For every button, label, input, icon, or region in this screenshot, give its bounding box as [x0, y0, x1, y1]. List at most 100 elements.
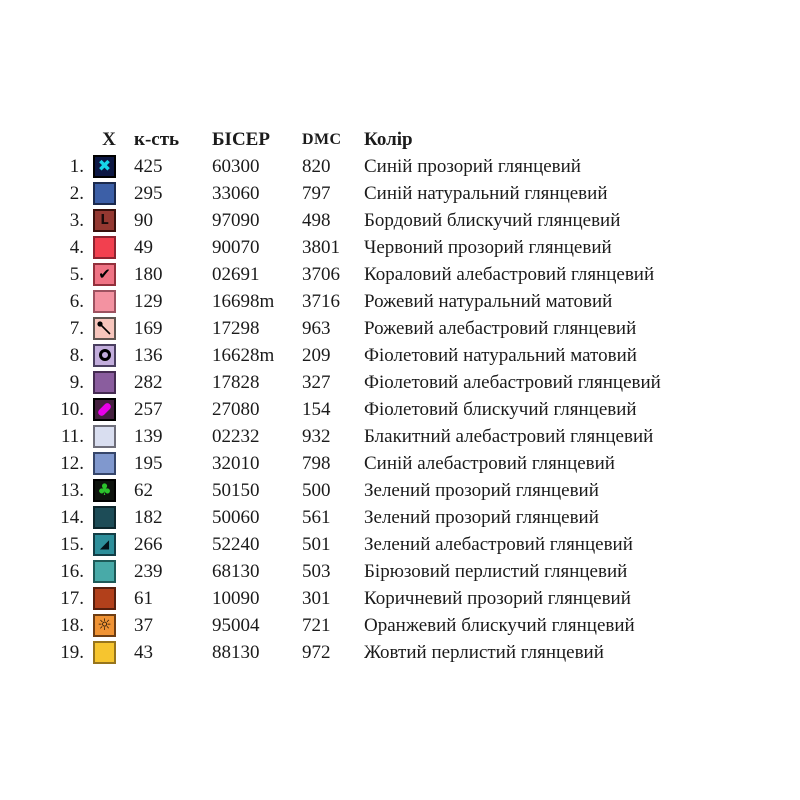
- color-name: Рожевий натуральний матовий: [364, 291, 613, 312]
- dmc-code: 501: [302, 534, 331, 555]
- count-value: 180: [134, 264, 163, 285]
- row-number: 6.: [69, 291, 84, 312]
- count-value: 129: [134, 291, 163, 312]
- color-name: Бордовий блискучий глянцевий: [364, 210, 621, 231]
- count-value: 62: [134, 480, 153, 501]
- color-name: Синій натуральний глянцевий: [364, 183, 608, 204]
- color-swatch: [93, 316, 116, 340]
- col-header-symbol: X: [102, 129, 116, 150]
- table-row: 4. 49 90070 3801 Червоний прозорий глянц…: [56, 234, 764, 261]
- color-swatch: [93, 451, 116, 475]
- table-row: 13. ♣ 62 50150 500 Зелений прозорий глян…: [56, 477, 764, 504]
- dmc-code: 154: [302, 399, 331, 420]
- clover-icon: ♣: [97, 480, 112, 500]
- row-number: 14.: [60, 507, 84, 528]
- table-row: 14. 182 50060 561 Зелений прозорий глянц…: [56, 504, 764, 531]
- count-value: 43: [134, 642, 153, 663]
- bead-code: 88130: [212, 642, 260, 663]
- count-value: 425: [134, 156, 163, 177]
- bead-code: 02691: [212, 264, 260, 285]
- count-value: 182: [134, 507, 163, 528]
- col-header-count: к-сть: [134, 129, 180, 150]
- row-number: 4.: [69, 237, 84, 258]
- ring-icon: [98, 349, 111, 362]
- bead-code: 27080: [212, 399, 260, 420]
- row-number: 17.: [60, 588, 84, 609]
- color-swatch: [93, 640, 116, 664]
- dmc-code: 561: [302, 507, 331, 528]
- row-number: 1.: [69, 156, 84, 177]
- dmc-code: 327: [302, 372, 331, 393]
- count-value: 61: [134, 588, 153, 609]
- color-name: Бірюзовий перлистий глянцевий: [364, 561, 628, 582]
- row-number: 12.: [60, 453, 84, 474]
- color-swatch: [93, 235, 116, 259]
- color-name: Зелений прозорий глянцевий: [364, 507, 599, 528]
- dmc-code: 503: [302, 561, 331, 582]
- dmc-code: 972: [302, 642, 331, 663]
- corner-l-icon: L: [100, 212, 109, 228]
- count-value: 169: [134, 318, 163, 339]
- row-number: 7.: [69, 318, 84, 339]
- table-row: 3. L 90 97090 498 Бордовий блискучий гля…: [56, 207, 764, 234]
- dmc-code: 798: [302, 453, 331, 474]
- color-swatch: [93, 397, 116, 421]
- bead-code: 52240: [212, 534, 260, 555]
- bead-code: 16628m: [212, 345, 275, 366]
- dmc-code: 721: [302, 615, 331, 636]
- color-key-table: X к-сть БІСЕР DMC Колір 1. ✖ 425 60300 8…: [56, 126, 764, 666]
- dmc-code: 301: [302, 588, 331, 609]
- count-value: 195: [134, 453, 163, 474]
- color-name: Фіолетовий алебастровий глянцевий: [364, 372, 661, 393]
- row-number: 10.: [60, 399, 84, 420]
- color-swatch: [93, 181, 116, 205]
- color-name: Червоний прозорий глянцевий: [364, 237, 612, 258]
- table-row: 5. ✔ 180 02691 3706 Кораловий алебастров…: [56, 261, 764, 288]
- dmc-code: 209: [302, 345, 331, 366]
- row-number: 19.: [60, 642, 84, 663]
- color-name: Кораловий алебастровий глянцевий: [364, 264, 655, 285]
- color-name: Синій алебастровий глянцевий: [364, 453, 615, 474]
- dmc-code: 3716: [302, 291, 340, 312]
- header-row: X к-сть БІСЕР DMC Колір: [56, 126, 764, 153]
- table-row: 9. 282 17828 327 Фіолетовий алебастровий…: [56, 369, 764, 396]
- table-row: 15. ◢ 266 52240 501 Зелений алебастровий…: [56, 531, 764, 558]
- count-value: 282: [134, 372, 163, 393]
- count-value: 49: [134, 237, 153, 258]
- color-swatch: [93, 505, 116, 529]
- color-swatch: [93, 370, 116, 394]
- count-value: 239: [134, 561, 163, 582]
- count-value: 295: [134, 183, 163, 204]
- count-value: 139: [134, 426, 163, 447]
- bead-code: 60300: [212, 156, 260, 177]
- check-icon: ✔: [98, 264, 111, 283]
- color-name: Зелений алебастровий глянцевий: [364, 534, 633, 555]
- bead-code: 97090: [212, 210, 260, 231]
- row-number: 5.: [69, 264, 84, 285]
- color-swatch: [93, 559, 116, 583]
- color-swatch: ☼: [93, 613, 116, 637]
- table-row: 16. 239 68130 503 Бірюзовий перлистий гл…: [56, 558, 764, 585]
- color-swatch: ✖: [93, 154, 116, 178]
- color-name: Зелений прозорий глянцевий: [364, 480, 599, 501]
- color-name: Блакитний алебастровий глянцевий: [364, 426, 654, 447]
- bead-code: 17298: [212, 318, 260, 339]
- color-name: Синій прозорий глянцевий: [364, 156, 581, 177]
- table-row: 19. 43 88130 972 Жовтий перлистий глянце…: [56, 639, 764, 666]
- color-name: Рожевий алебастровий глянцевий: [364, 318, 637, 339]
- col-header-number: [56, 126, 84, 153]
- dmc-code: 3706: [302, 264, 340, 285]
- triangle-icon: ◢: [99, 537, 110, 552]
- bead-code: 17828: [212, 372, 260, 393]
- dmc-code: 820: [302, 156, 331, 177]
- bead-code: 95004: [212, 615, 260, 636]
- sun-icon: ☼: [97, 615, 112, 635]
- col-header-color: Колір: [364, 129, 413, 150]
- table-row: 18. ☼ 37 95004 721 Оранжевий блискучий г…: [56, 612, 764, 639]
- bead-code: 16698m: [212, 291, 275, 312]
- color-name: Фіолетовий блискучий глянцевий: [364, 399, 637, 420]
- count-value: 266: [134, 534, 163, 555]
- table-row: 11. 139 02232 932 Блакитний алебастровий…: [56, 423, 764, 450]
- col-header-bead: БІСЕР: [212, 129, 270, 150]
